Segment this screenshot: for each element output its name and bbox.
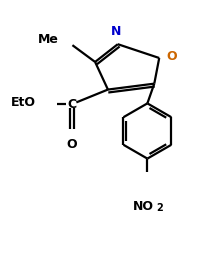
Text: O: O xyxy=(165,50,176,63)
Text: C: C xyxy=(68,98,76,111)
Text: 2: 2 xyxy=(155,203,162,213)
Text: N: N xyxy=(110,25,120,38)
Text: Me: Me xyxy=(38,33,58,46)
Text: EtO: EtO xyxy=(11,96,36,109)
Text: O: O xyxy=(66,138,76,151)
Text: NO: NO xyxy=(132,200,153,213)
